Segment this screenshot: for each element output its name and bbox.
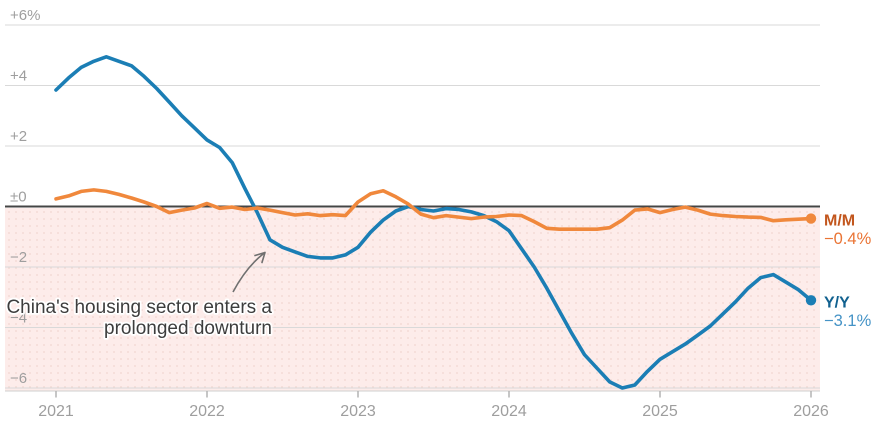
annotation-arrow (232, 251, 266, 293)
annotation-line1: China's housing sector enters a (6, 297, 272, 318)
annotation-arrowhead (254, 251, 266, 264)
x-tick-label: 2022 (189, 403, 225, 420)
annotation: China's housing sector enters a prolonge… (5, 251, 274, 341)
x-tick-label: 2024 (491, 403, 527, 420)
legend: Y/Y−3.1% M/M−0.4% (824, 213, 872, 330)
y-tick-label: −2 (10, 249, 27, 266)
mm-line (54, 188, 813, 231)
y-tick-label: +2 (10, 128, 27, 145)
yy-end-dot (805, 295, 817, 306)
y-tick-label: ±0 (10, 189, 27, 206)
negative-region-rect (5, 208, 820, 391)
x-axis (5, 390, 820, 398)
y-tick-label: +6% (10, 7, 40, 24)
legend-series-value: −3.1% (824, 312, 872, 330)
y-axis-labels: +6% +4 +2 ±0 −2 −4 −6 (10, 7, 40, 387)
legend-series-value: −0.4% (824, 230, 872, 248)
negative-region (5, 208, 820, 391)
y-tick-label: −4 (10, 310, 27, 327)
y-tick-label: −6 (10, 370, 27, 387)
x-tick-label: 2026 (793, 403, 829, 420)
mm-end-dot (805, 213, 817, 224)
y-tick-label: +4 (10, 68, 27, 85)
series-lines (54, 54, 817, 390)
annotation-line2: prolonged downturn (104, 318, 272, 339)
x-tick-label: 2025 (642, 403, 678, 420)
legend-series-name: Y/Y (824, 294, 850, 311)
legend-series-name: M/M (824, 213, 855, 230)
x-tick-label: 2021 (38, 403, 74, 420)
x-axis-labels: 2021 2022 2023 2024 2025 2026 (38, 403, 829, 420)
x-tick-label: 2023 (340, 403, 376, 420)
yy-line (54, 54, 813, 390)
